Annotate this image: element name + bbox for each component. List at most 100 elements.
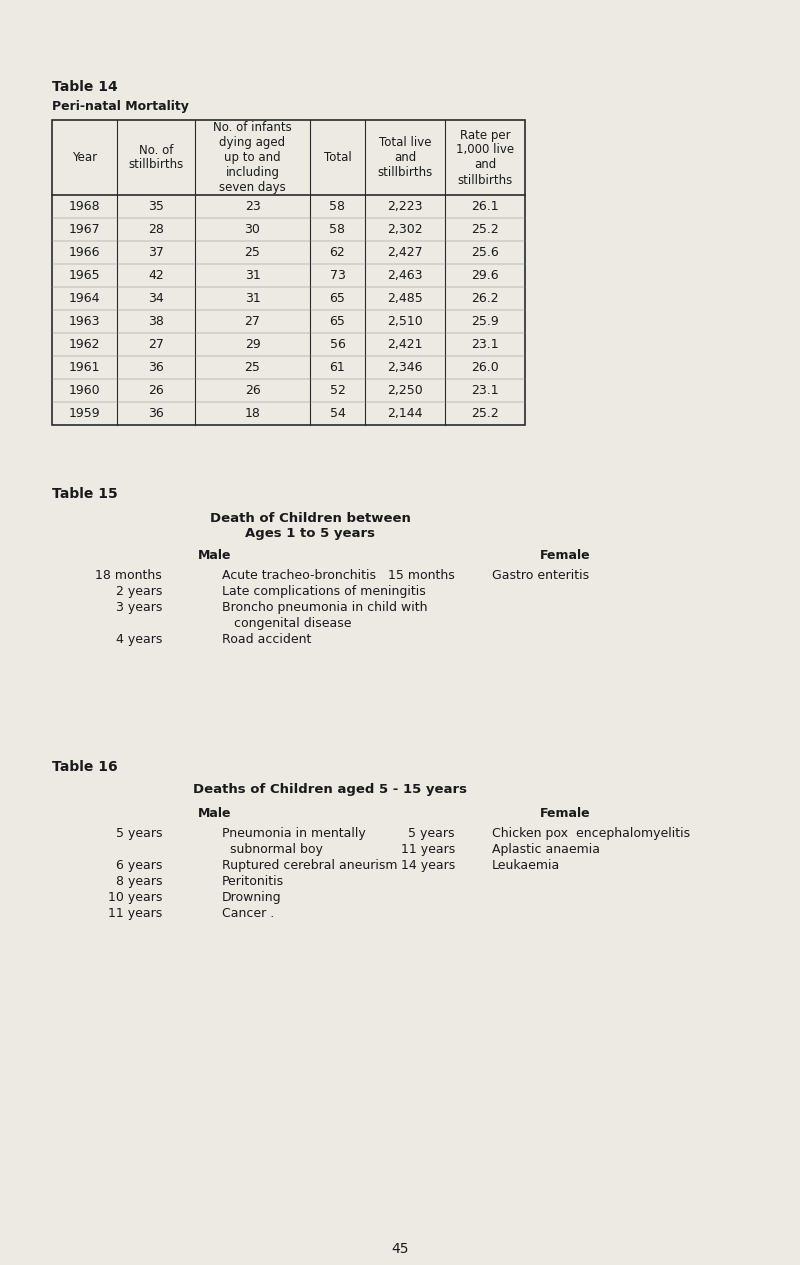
Text: Peri-natal Mortality: Peri-natal Mortality — [52, 100, 189, 113]
Text: 2 years: 2 years — [116, 584, 162, 598]
Text: 1967: 1967 — [69, 223, 100, 237]
Text: 27: 27 — [245, 315, 261, 328]
Text: Pneumonia in mentally: Pneumonia in mentally — [222, 827, 366, 840]
Text: 3 years: 3 years — [116, 601, 162, 614]
Text: Aplastic anaemia: Aplastic anaemia — [492, 842, 600, 856]
Text: 25.2: 25.2 — [471, 223, 499, 237]
Text: Table 15: Table 15 — [52, 487, 118, 501]
Text: 2,510: 2,510 — [387, 315, 423, 328]
Text: 18 months: 18 months — [95, 569, 162, 582]
Text: congenital disease: congenital disease — [222, 617, 351, 630]
Text: Rate per
1,000 live
and
stillbirths: Rate per 1,000 live and stillbirths — [456, 129, 514, 186]
Text: 14 years: 14 years — [401, 859, 455, 872]
Text: 35: 35 — [148, 200, 164, 213]
Text: Chicken pox  encephalomyelitis: Chicken pox encephalomyelitis — [492, 827, 690, 840]
Text: 2,144: 2,144 — [387, 407, 422, 420]
Text: Ruptured cerebral aneurism: Ruptured cerebral aneurism — [222, 859, 398, 872]
Text: 15 months: 15 months — [388, 569, 455, 582]
Text: 58: 58 — [330, 200, 346, 213]
Text: 1963: 1963 — [69, 315, 100, 328]
Text: 10 years: 10 years — [108, 891, 162, 904]
Text: 36: 36 — [148, 361, 164, 374]
Text: 25: 25 — [245, 245, 261, 259]
Text: 31: 31 — [245, 269, 260, 282]
Text: Acute tracheo-bronchitis: Acute tracheo-bronchitis — [222, 569, 376, 582]
Text: 2,485: 2,485 — [387, 292, 423, 305]
Text: 31: 31 — [245, 292, 260, 305]
Text: 2,346: 2,346 — [387, 361, 422, 374]
Text: Male: Male — [198, 549, 232, 562]
Text: 65: 65 — [330, 292, 346, 305]
Text: 52: 52 — [330, 385, 346, 397]
Text: Ages 1 to 5 years: Ages 1 to 5 years — [245, 528, 375, 540]
Text: Cancer .: Cancer . — [222, 907, 274, 920]
Text: 23.1: 23.1 — [471, 385, 499, 397]
Text: Deaths of Children aged 5 - 15 years: Deaths of Children aged 5 - 15 years — [193, 783, 467, 796]
Text: Gastro enteritis: Gastro enteritis — [492, 569, 589, 582]
Text: 61: 61 — [330, 361, 346, 374]
Text: 18: 18 — [245, 407, 261, 420]
Text: Total live
and
stillbirths: Total live and stillbirths — [378, 137, 433, 180]
Text: 62: 62 — [330, 245, 346, 259]
Text: 5 years: 5 years — [409, 827, 455, 840]
Text: 1962: 1962 — [69, 338, 100, 350]
Text: 25.2: 25.2 — [471, 407, 499, 420]
Text: 29.6: 29.6 — [471, 269, 499, 282]
Text: 25: 25 — [245, 361, 261, 374]
Text: Table 14: Table 14 — [52, 80, 118, 94]
Text: 2,302: 2,302 — [387, 223, 423, 237]
Text: 23: 23 — [245, 200, 260, 213]
Text: 11 years: 11 years — [401, 842, 455, 856]
Text: Female: Female — [540, 549, 590, 562]
Text: 8 years: 8 years — [115, 875, 162, 888]
Text: Leukaemia: Leukaemia — [492, 859, 560, 872]
Text: 65: 65 — [330, 315, 346, 328]
Text: 38: 38 — [148, 315, 164, 328]
Text: 54: 54 — [330, 407, 346, 420]
Text: 2,421: 2,421 — [387, 338, 422, 350]
Text: 2,250: 2,250 — [387, 385, 423, 397]
Text: 1959: 1959 — [69, 407, 100, 420]
Text: 26.0: 26.0 — [471, 361, 499, 374]
Text: Late complications of meningitis: Late complications of meningitis — [222, 584, 426, 598]
Text: 2,463: 2,463 — [387, 269, 422, 282]
Text: 58: 58 — [330, 223, 346, 237]
Text: No. of
stillbirths: No. of stillbirths — [128, 143, 184, 172]
Text: 5 years: 5 years — [115, 827, 162, 840]
Text: 34: 34 — [148, 292, 164, 305]
Text: 36: 36 — [148, 407, 164, 420]
Text: Total: Total — [324, 151, 351, 164]
Text: Road accident: Road accident — [222, 632, 311, 646]
Text: Peritonitis: Peritonitis — [222, 875, 284, 888]
Text: 45: 45 — [391, 1242, 409, 1256]
Text: Drowning: Drowning — [222, 891, 282, 904]
Text: 26: 26 — [148, 385, 164, 397]
Text: 2,427: 2,427 — [387, 245, 423, 259]
Text: 73: 73 — [330, 269, 346, 282]
Text: 1968: 1968 — [69, 200, 100, 213]
Text: Table 16: Table 16 — [52, 760, 118, 774]
Text: 6 years: 6 years — [116, 859, 162, 872]
Text: 27: 27 — [148, 338, 164, 350]
Text: 1961: 1961 — [69, 361, 100, 374]
Text: 11 years: 11 years — [108, 907, 162, 920]
Text: Broncho pneumonia in child with: Broncho pneumonia in child with — [222, 601, 427, 614]
Text: 1964: 1964 — [69, 292, 100, 305]
Text: 1966: 1966 — [69, 245, 100, 259]
Text: 1960: 1960 — [69, 385, 100, 397]
Text: 28: 28 — [148, 223, 164, 237]
Text: 37: 37 — [148, 245, 164, 259]
Text: Male: Male — [198, 807, 232, 820]
Text: 2,223: 2,223 — [387, 200, 422, 213]
Text: 4 years: 4 years — [116, 632, 162, 646]
Text: subnormal boy: subnormal boy — [222, 842, 323, 856]
Text: Death of Children between: Death of Children between — [210, 512, 410, 525]
Text: Year: Year — [72, 151, 97, 164]
Text: 29: 29 — [245, 338, 260, 350]
Text: 23.1: 23.1 — [471, 338, 499, 350]
Text: 26: 26 — [245, 385, 260, 397]
Text: 26.1: 26.1 — [471, 200, 499, 213]
Text: Female: Female — [540, 807, 590, 820]
Text: 25.6: 25.6 — [471, 245, 499, 259]
Text: 1965: 1965 — [69, 269, 100, 282]
